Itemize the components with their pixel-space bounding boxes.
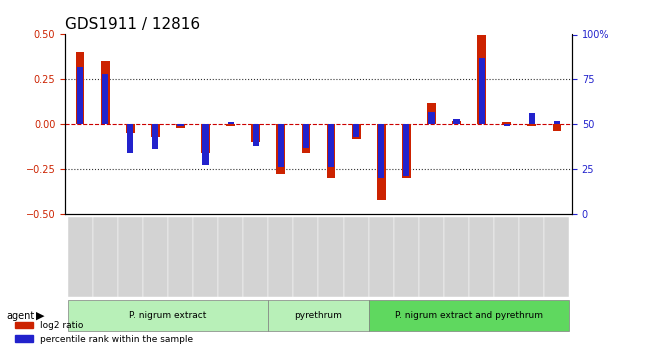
Bar	[77, 67, 83, 124]
Bar	[527, 124, 536, 126]
Bar	[75, 52, 84, 124]
Bar	[177, 124, 183, 126]
Bar	[126, 124, 135, 133]
Bar	[278, 124, 284, 167]
Bar	[504, 124, 510, 126]
Bar	[452, 121, 461, 124]
Text: ▶: ▶	[36, 311, 44, 321]
Bar	[403, 124, 410, 176]
Bar	[226, 124, 235, 126]
Bar	[427, 103, 436, 124]
Text: P. nigrum extract: P. nigrum extract	[129, 311, 207, 320]
Text: P. nigrum extract and pyrethrum: P. nigrum extract and pyrethrum	[395, 311, 543, 320]
Bar	[302, 124, 310, 153]
Text: agent: agent	[6, 311, 34, 321]
Bar	[428, 112, 435, 124]
Bar	[477, 34, 486, 124]
Bar	[276, 124, 285, 175]
Text: pyrethrum: pyrethrum	[294, 311, 343, 320]
Bar	[554, 121, 560, 124]
Bar	[478, 58, 485, 124]
Bar	[202, 124, 209, 166]
Bar	[252, 124, 260, 142]
Bar	[152, 124, 159, 149]
Bar	[327, 124, 335, 178]
Bar	[328, 124, 334, 167]
Bar	[353, 124, 359, 137]
Bar	[377, 124, 385, 199]
Bar	[402, 124, 411, 178]
Bar	[176, 124, 185, 128]
Bar	[378, 124, 384, 178]
Bar	[352, 124, 361, 139]
Bar	[528, 114, 535, 124]
Bar	[151, 124, 160, 137]
Bar	[552, 124, 562, 131]
Bar	[101, 61, 110, 124]
Bar	[502, 122, 511, 124]
Bar	[227, 122, 234, 124]
Text: GDS1911 / 12816: GDS1911 / 12816	[65, 17, 200, 32]
Bar	[201, 124, 210, 153]
Bar	[303, 124, 309, 148]
Bar	[102, 74, 109, 124]
Bar	[253, 124, 259, 146]
Bar	[454, 119, 460, 124]
Legend: log2 ratio, percentile rank within the sample: log2 ratio, percentile rank within the s…	[11, 318, 197, 345]
Bar	[127, 124, 133, 153]
